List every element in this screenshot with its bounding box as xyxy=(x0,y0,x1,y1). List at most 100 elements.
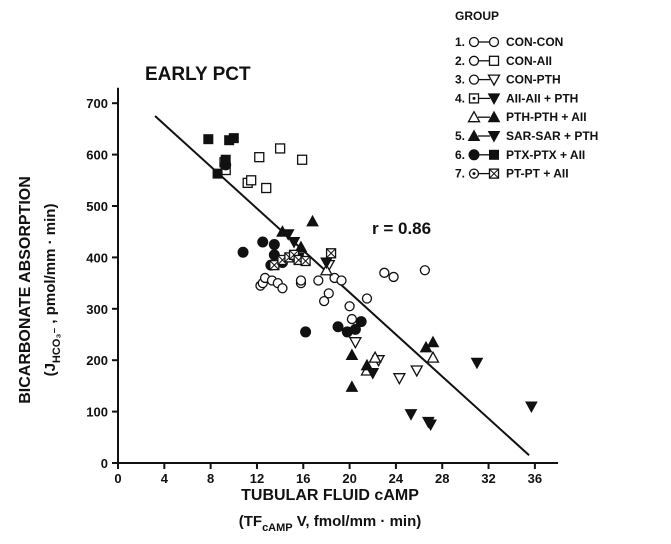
marker-shape xyxy=(295,275,307,286)
marker-shape xyxy=(228,133,239,144)
marker-shape xyxy=(360,358,374,371)
marker-cross xyxy=(300,256,311,266)
marker-shape xyxy=(488,36,500,48)
marker xyxy=(323,288,334,299)
y-tick-label: 100 xyxy=(86,405,108,420)
marker xyxy=(296,154,308,165)
marker-cross xyxy=(326,248,336,259)
marker xyxy=(392,373,406,386)
legend-number: 1. xyxy=(455,35,465,49)
x-label-units: (TFcAMP V, fmol/mm · min) xyxy=(239,513,422,534)
x-label-pre: (TF xyxy=(239,513,262,530)
y-label-pre: (J xyxy=(42,363,59,376)
marker-shape xyxy=(345,348,359,361)
marker xyxy=(424,419,438,431)
x-tick-label: 12 xyxy=(250,471,264,486)
marker-shape xyxy=(300,326,312,338)
y-tick-label: 600 xyxy=(86,148,108,163)
marker xyxy=(525,401,538,413)
marker-shape xyxy=(489,149,499,160)
legend-number: 6. xyxy=(455,148,465,162)
marker-shape xyxy=(467,129,481,141)
marker xyxy=(419,265,431,276)
marker xyxy=(379,267,390,278)
legend-title: GROUP xyxy=(455,9,499,23)
y-tick-label: 200 xyxy=(86,353,108,368)
marker-shape xyxy=(336,275,347,286)
marker xyxy=(237,246,249,258)
marker-shape xyxy=(323,288,334,299)
legend-label: AII-AII + PTH xyxy=(506,91,578,105)
marker xyxy=(410,365,424,378)
x-tick-label: 24 xyxy=(389,471,404,486)
x-tick-label: 36 xyxy=(528,471,542,486)
marker xyxy=(489,149,499,160)
legend-number: 3. xyxy=(455,73,465,87)
marker xyxy=(487,110,501,123)
marker-shape xyxy=(468,149,480,161)
marker xyxy=(348,337,362,350)
marker xyxy=(468,168,480,179)
marker xyxy=(345,348,359,361)
marker-shape xyxy=(366,368,380,380)
x-tick-label: 8 xyxy=(207,471,214,486)
marker xyxy=(254,152,265,163)
legend-label: CON-PTH xyxy=(506,73,561,87)
marker xyxy=(295,275,307,286)
marker xyxy=(388,271,399,283)
marker xyxy=(468,93,480,104)
marker xyxy=(300,255,311,267)
marker xyxy=(368,350,382,363)
marker-shape xyxy=(487,93,501,105)
marker-shape xyxy=(410,365,424,378)
marker-dot xyxy=(472,172,476,176)
y-label-post: , pmol/mm · min) xyxy=(42,204,59,328)
marker xyxy=(467,129,481,141)
marker xyxy=(488,55,500,66)
marker xyxy=(325,248,337,259)
marker-shape xyxy=(355,316,367,328)
marker xyxy=(470,357,484,370)
marker xyxy=(345,380,359,392)
marker-shape xyxy=(426,335,440,348)
marker xyxy=(487,93,501,105)
marker-shape xyxy=(220,154,231,165)
marker-shape xyxy=(487,131,501,143)
y-tick-label: 500 xyxy=(86,199,108,214)
marker-cross xyxy=(489,168,499,179)
marker-shape xyxy=(346,313,358,325)
annotation: r = 0.86 xyxy=(372,219,431,238)
marker-shape xyxy=(294,240,308,253)
marker-dot xyxy=(472,96,476,100)
y-tick-label: 400 xyxy=(86,250,108,265)
marker-shape xyxy=(332,321,344,333)
marker xyxy=(332,321,344,333)
marker-shape xyxy=(344,301,355,312)
marker xyxy=(306,214,319,227)
marker xyxy=(360,358,374,371)
marker xyxy=(294,240,308,253)
y-label-sub: HCO₃⁻ xyxy=(51,328,63,364)
marker-shape xyxy=(426,350,440,363)
marker xyxy=(274,143,286,154)
marker xyxy=(203,134,214,145)
legend-label: SAR-SAR + PTH xyxy=(506,129,598,143)
marker-shape xyxy=(404,409,418,421)
marker-shape xyxy=(468,55,480,66)
legend-label: CON-CON xyxy=(506,35,563,49)
marker xyxy=(336,275,347,286)
marker xyxy=(212,168,223,179)
marker-shape xyxy=(525,401,538,413)
marker xyxy=(426,335,440,348)
marker xyxy=(246,175,257,186)
marker xyxy=(468,36,480,48)
marker-shape xyxy=(257,236,269,248)
marker xyxy=(300,326,312,338)
marker-shape xyxy=(287,236,301,249)
y-label-units: (JHCO₃⁻ , pmol/mm · min) xyxy=(42,204,63,377)
marker-shape xyxy=(349,323,361,335)
marker-shape xyxy=(392,373,406,386)
legend-label: CON-AII xyxy=(506,54,552,68)
marker xyxy=(487,131,501,143)
marker xyxy=(355,316,367,328)
